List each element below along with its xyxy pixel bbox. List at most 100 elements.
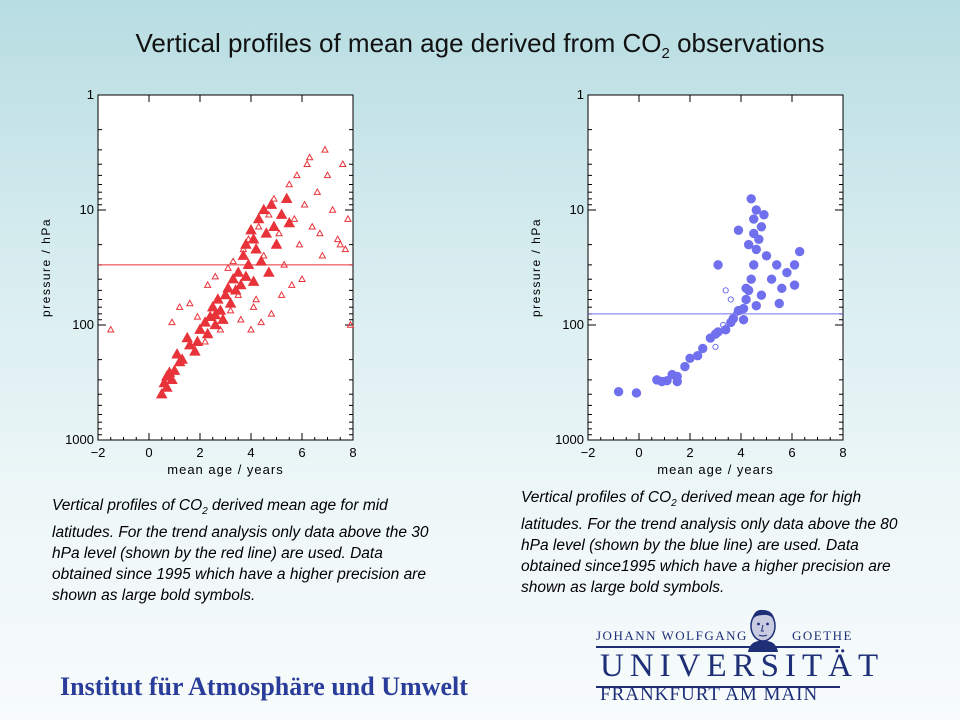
data-point [222, 282, 234, 293]
x-tick-label: 8 [349, 445, 356, 460]
y-tick-label: 10 [570, 202, 584, 217]
x-tick-label: 8 [839, 445, 846, 460]
data-point [263, 266, 275, 277]
y-tick-label: 100 [72, 317, 94, 332]
data-point [175, 302, 184, 310]
data-point [106, 325, 115, 333]
data-point [323, 171, 332, 179]
caption-high-latitudes: Vertical profiles of CO2 derived mean ag… [521, 489, 898, 597]
data-point [257, 318, 266, 326]
data-point [300, 200, 309, 208]
data-point [321, 145, 329, 153]
chart-svg: −2 0 2 4 6 8 1 10 100 1000 mean age / years pressur… [529, 87, 847, 477]
data-point [226, 306, 235, 314]
data-point [794, 246, 805, 257]
data-point [257, 203, 270, 215]
data-point [184, 339, 196, 350]
data-point [224, 263, 232, 271]
data-point [680, 361, 690, 372]
data-point [746, 274, 756, 284]
data-point [280, 192, 293, 203]
y-tick-label: 1000 [65, 432, 94, 447]
data-point [199, 316, 211, 327]
data-point [229, 257, 238, 265]
x-tick-label: 0 [635, 445, 642, 460]
data-point [728, 313, 739, 324]
data-point [206, 300, 219, 312]
data-point [171, 348, 183, 359]
data-point [328, 205, 337, 213]
data-point [662, 375, 672, 386]
goethe-portrait-icon [748, 609, 778, 652]
data-point [209, 308, 222, 320]
x-tick-label: 2 [686, 445, 693, 460]
data-point [733, 225, 744, 235]
data-point [751, 244, 762, 255]
data-point [193, 312, 202, 320]
y-tick-label: 100 [562, 317, 584, 332]
x-tick-label: 6 [298, 445, 305, 460]
logo-rule-bottom [596, 686, 840, 688]
data-point [631, 388, 642, 398]
data-point [201, 327, 214, 339]
data-point [219, 288, 232, 300]
data-point [756, 222, 767, 232]
data-point [245, 224, 257, 235]
data-point [216, 325, 225, 333]
data-point [244, 235, 253, 243]
data-point [255, 255, 267, 266]
data-point [338, 160, 347, 167]
data-point [173, 355, 186, 367]
data-point [336, 240, 345, 248]
data-point [751, 205, 762, 215]
data-point [235, 278, 247, 290]
data-point [789, 280, 800, 290]
data-point [283, 216, 296, 228]
data-point [275, 208, 288, 219]
data-point [782, 267, 792, 278]
data-point [270, 194, 278, 202]
data-point [313, 187, 322, 195]
data-point [774, 298, 784, 309]
data-point [722, 287, 729, 294]
data-point [161, 381, 173, 392]
data-point [743, 239, 754, 250]
data-point [305, 153, 314, 161]
data-point [268, 220, 280, 231]
data-point [344, 214, 352, 222]
data-point [227, 273, 239, 284]
data-point [298, 275, 306, 282]
data-point [685, 353, 695, 364]
data-point [211, 272, 220, 280]
y-axis-label: pressure / hPa [529, 218, 543, 317]
data-point [275, 229, 283, 237]
y-axis-label: pressure / hPa [39, 218, 53, 317]
chart-mid-latitudes: −2 0 2 4 6 8 1 10 100 1000 mean age / years pressur… [28, 80, 368, 495]
data-point [287, 280, 296, 288]
y-tick-label: 1 [577, 87, 584, 102]
data-point [766, 274, 777, 284]
data-point [236, 315, 245, 323]
data-point [749, 214, 759, 224]
x-axis-label: mean age / years [657, 462, 773, 477]
data-point [189, 345, 201, 356]
data-point [270, 238, 283, 249]
institute-name: Institut für Atmosphäre und Umwelt [60, 672, 468, 701]
data-point [315, 229, 324, 237]
data-point [185, 299, 194, 307]
data-point [754, 234, 764, 245]
data-point [252, 295, 260, 303]
y-tick-label: 1 [87, 87, 94, 102]
chart-high-latitudes: −2 0 2 4 6 8 1 10 100 1000 mean age / years pressur… [518, 80, 858, 495]
data-point [247, 275, 260, 286]
data-point [232, 266, 245, 277]
x-tick-label: −2 [581, 445, 596, 460]
data-point [303, 160, 311, 167]
data-point [214, 304, 227, 315]
data-point [756, 290, 767, 300]
data-point [749, 260, 759, 270]
data-point [254, 222, 263, 230]
data-point [346, 320, 355, 328]
data-point [250, 243, 262, 254]
data-point [721, 325, 731, 335]
